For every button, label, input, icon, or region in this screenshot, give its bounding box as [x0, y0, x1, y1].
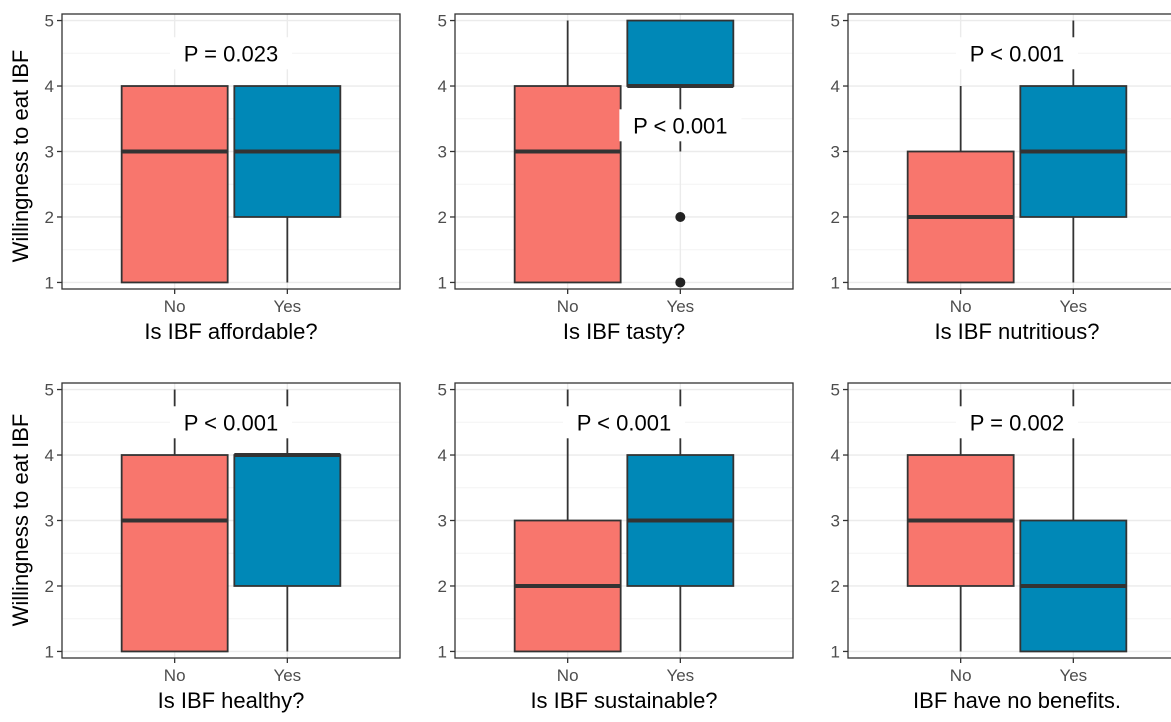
- x-tick-label: Yes: [666, 297, 694, 316]
- x-axis-title: IBF have no benefits.: [913, 688, 1121, 713]
- y-tick-label: 1: [831, 273, 840, 292]
- annotation-background: [956, 37, 1078, 70]
- y-tick-label: 2: [438, 208, 447, 227]
- annotation-background: [170, 406, 292, 439]
- y-tick-label: 1: [45, 273, 54, 292]
- annotation-background: [956, 406, 1078, 439]
- x-axis-title: Is IBF healthy?: [158, 688, 305, 713]
- p-value-annotation: P < 0.001: [184, 410, 278, 435]
- annotation-background: [563, 406, 685, 439]
- x-tick-label: No: [950, 666, 972, 685]
- panel-3: 1 2 3 4 5 No Yes Is IBF nutritious? P < 0.001: [831, 12, 1171, 344]
- box-iqr: [120, 454, 229, 653]
- x-axis-title: Is IBF affordable?: [144, 319, 317, 344]
- y-tick-label: 2: [45, 577, 54, 596]
- box-no: [513, 20, 622, 284]
- y-tick-label: 4: [45, 446, 54, 465]
- y-tick-label: 3: [45, 143, 54, 162]
- box-yes: [626, 19, 735, 288]
- y-tick-label: 3: [438, 512, 447, 531]
- annotation-background: [619, 109, 742, 142]
- y-tick-label: 4: [831, 77, 840, 96]
- y-tick-label: 5: [438, 12, 447, 31]
- x-tick-label: No: [557, 666, 579, 685]
- y-tick-label: 3: [45, 512, 54, 531]
- box-iqr: [120, 85, 229, 284]
- box-iqr: [513, 85, 622, 284]
- y-tick-label: 5: [45, 381, 54, 400]
- box-iqr: [233, 454, 342, 587]
- x-tick-label: Yes: [666, 666, 694, 685]
- x-tick-label: No: [557, 297, 579, 316]
- y-tick-label: 2: [831, 577, 840, 596]
- y-tick-label: 1: [45, 642, 54, 661]
- box-no: [513, 389, 622, 653]
- box-yes: [233, 85, 342, 283]
- box-no: [120, 85, 229, 284]
- y-axis-title-row-1: Willingness to eat IBF: [8, 50, 33, 263]
- p-value-annotation: P < 0.001: [970, 41, 1064, 66]
- x-tick-label: Yes: [273, 297, 301, 316]
- box-no: [906, 86, 1015, 284]
- y-tick-label: 3: [438, 143, 447, 162]
- box-iqr: [626, 19, 735, 87]
- y-tick-label: 5: [831, 12, 840, 31]
- y-tick-label: 4: [831, 446, 840, 465]
- x-tick-label: No: [950, 297, 972, 316]
- y-tick-label: 2: [438, 577, 447, 596]
- y-tick-label: 4: [45, 77, 54, 96]
- y-tick-label: 2: [45, 208, 54, 227]
- y-tick-label: 5: [45, 12, 54, 31]
- annotation-background: [170, 37, 292, 70]
- y-tick-label: 3: [831, 143, 840, 162]
- box-no: [906, 389, 1015, 652]
- x-tick-label: No: [164, 297, 186, 316]
- panel-2: 1 2 3 4 5 No Yes Is IBF tasty? P < 0.001: [438, 12, 794, 344]
- box-no: [120, 389, 229, 653]
- outlier-point: [675, 211, 686, 222]
- x-axis-title: Is IBF sustainable?: [530, 688, 717, 713]
- panels: 1 2 3 4 5 No Yes Is IBF affordable? P = 0.023 1 2 3…: [45, 12, 1171, 713]
- x-tick-label: No: [164, 666, 186, 685]
- y-tick-label: 1: [831, 642, 840, 661]
- y-tick-label: 5: [438, 381, 447, 400]
- x-axis-title: Is IBF nutritious?: [934, 319, 1099, 344]
- x-tick-label: Yes: [273, 666, 301, 685]
- box-yes: [233, 389, 342, 652]
- y-tick-label: 3: [831, 512, 840, 531]
- panel-4: 1 2 3 4 5 No Yes Is IBF healthy? P < 0.001: [45, 381, 401, 713]
- x-tick-label: Yes: [1059, 297, 1087, 316]
- p-value-annotation: P = 0.023: [184, 41, 278, 66]
- box-yes: [626, 389, 735, 652]
- y-tick-label: 4: [438, 77, 447, 96]
- p-value-annotation: P < 0.001: [577, 410, 671, 435]
- y-tick-label: 2: [831, 208, 840, 227]
- x-axis-title: Is IBF tasty?: [563, 319, 685, 344]
- x-tick-label: Yes: [1059, 666, 1087, 685]
- panel-1: 1 2 3 4 5 No Yes Is IBF affordable? P = 0.023: [45, 12, 401, 344]
- y-tick-label: 1: [438, 642, 447, 661]
- panel-5: 1 2 3 4 5 No Yes Is IBF sustainable? P < 0.001: [438, 381, 794, 713]
- y-tick-label: 4: [438, 446, 447, 465]
- panel-6: 1 2 3 4 5 No Yes IBF have no benefits. P = 0.002: [831, 381, 1171, 713]
- y-tick-label: 5: [831, 381, 840, 400]
- outlier-point: [675, 277, 686, 288]
- p-value-annotation: P = 0.002: [970, 410, 1064, 435]
- y-tick-label: 1: [438, 273, 447, 292]
- y-axis-title-row-2: Willingness to eat IBF: [8, 414, 33, 627]
- p-value-annotation: P < 0.001: [633, 113, 727, 138]
- box-yes: [1019, 389, 1128, 653]
